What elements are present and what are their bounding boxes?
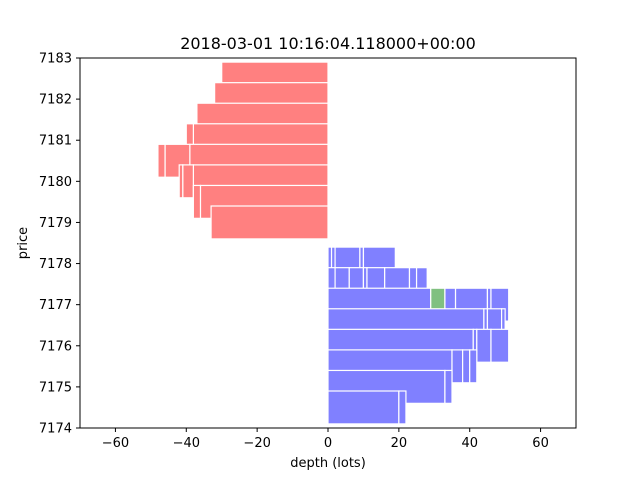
ask-bar-5-2 — [178, 164, 184, 199]
y-tick-label: 7178 — [39, 257, 72, 272]
x-tick-label: −20 — [243, 436, 270, 451]
bid-bar-4-3 — [490, 328, 510, 363]
chart-title: 2018-03-01 10:16:04.118000+00:00 — [180, 34, 476, 53]
bid-bar-7-0 — [327, 390, 400, 425]
x-tick-label: 60 — [532, 436, 549, 451]
y-tick-label: 7182 — [39, 93, 72, 108]
y-tick-label: 7175 — [39, 380, 72, 395]
bid-bar-5-1 — [451, 349, 464, 384]
ask-bar-4-2 — [157, 143, 166, 178]
y-tick-label: 7179 — [39, 216, 72, 231]
y-axis-label: price — [16, 227, 31, 259]
bid-bar-6-1 — [444, 369, 453, 404]
y-tick-label: 7183 — [39, 52, 72, 67]
bid-bar-5-3 — [469, 349, 478, 384]
ask-bar-5-1 — [182, 164, 194, 199]
y-tick-label: 7174 — [39, 422, 72, 437]
y-tick-label: 7181 — [39, 134, 72, 149]
x-tick-label: −60 — [102, 436, 129, 451]
bid-bar-7-1 — [398, 390, 407, 425]
y-tick-label: 7176 — [39, 339, 72, 354]
x-axis-ticks: −60 −40 −20 0 20 40 60 — [102, 428, 549, 451]
bid-bar-5-2 — [462, 349, 471, 384]
x-tick-label: −40 — [173, 436, 200, 451]
y-tick-label: 7177 — [39, 298, 72, 313]
bars-group — [157, 61, 510, 425]
x-tick-label: 20 — [391, 436, 408, 451]
y-axis-ticks: 7174 7175 7176 7177 7178 7179 7180 7181 7182 7183 — [39, 52, 80, 437]
x-tick-label: 40 — [461, 436, 478, 451]
y-tick-label: 7180 — [39, 175, 72, 190]
x-tick-label: 0 — [324, 436, 332, 451]
ask-bar-6-1 — [192, 184, 202, 219]
x-axis-label: depth (lots) — [290, 456, 366, 471]
ask-bar-7-0 — [210, 205, 329, 240]
bid-bar-4-2 — [476, 328, 492, 363]
